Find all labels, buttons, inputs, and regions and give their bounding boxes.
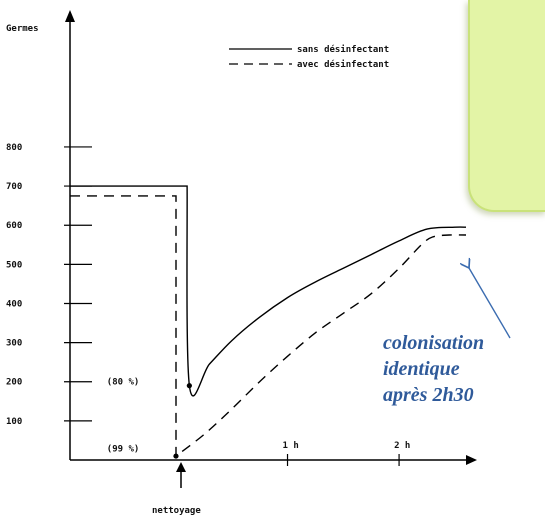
axes bbox=[65, 10, 477, 488]
callout-line-3: après 2h30 bbox=[383, 382, 543, 408]
y-tick-label: 300 bbox=[6, 339, 22, 349]
callout-line-1: colonisation bbox=[383, 330, 543, 356]
y-tick-label: 800 bbox=[6, 143, 22, 153]
y-tick-label: 700 bbox=[6, 182, 22, 192]
y-tick-label: 500 bbox=[6, 260, 22, 270]
legend-label-avec: avec désinfectant bbox=[297, 59, 389, 70]
x-tick-label: 1 h bbox=[283, 441, 299, 451]
reduction-label: (80 %) bbox=[107, 378, 140, 388]
callout-note bbox=[468, 0, 545, 212]
tick-layer: 100 200 300 400 500 600 700 800 1 h 2 h bbox=[6, 143, 410, 466]
callout-arrow bbox=[469, 268, 510, 338]
legend-label-sans: sans désinfectant bbox=[297, 44, 389, 55]
series-line-avec-desinfectant bbox=[70, 196, 466, 456]
series-layer bbox=[70, 186, 466, 459]
annotation-layer: (80 %) (99 %) bbox=[107, 378, 140, 455]
series-start-point bbox=[173, 453, 178, 458]
series-start-point bbox=[187, 383, 192, 388]
y-axis-label: Germes bbox=[6, 24, 39, 34]
x-axis-arrow bbox=[466, 455, 477, 465]
y-axis-arrow bbox=[65, 10, 75, 22]
nettoyage-arrow-head bbox=[176, 462, 186, 472]
callout-line-2: identique bbox=[383, 356, 543, 382]
nettoyage-label: nettoyage bbox=[152, 506, 201, 516]
y-tick-label: 600 bbox=[6, 221, 22, 231]
x-tick-label: 2 h bbox=[394, 441, 410, 451]
y-tick-label: 100 bbox=[6, 417, 22, 427]
y-tick-label: 400 bbox=[6, 299, 22, 309]
reduction-label: (99 %) bbox=[107, 444, 140, 454]
callout-text: colonisation identique après 2h30 bbox=[383, 330, 543, 408]
legend: sans désinfectant avec désinfectant bbox=[229, 44, 389, 70]
y-tick-label: 200 bbox=[6, 378, 22, 388]
